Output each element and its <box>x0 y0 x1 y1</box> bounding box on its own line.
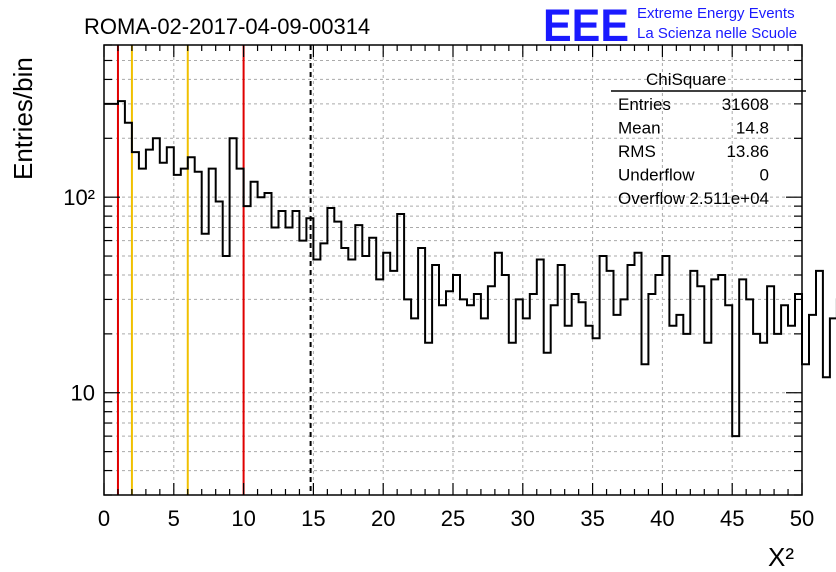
x-axis-title: X² <box>768 542 794 572</box>
run-title: ROMA-02-2017-04-09-00314 <box>84 14 370 39</box>
stats-row-value: 31608 <box>722 95 769 114</box>
stats-row-label: Entries <box>618 95 671 114</box>
plot-frame <box>103 44 803 496</box>
x-tick-label: 15 <box>301 506 325 531</box>
logo-line-1: Extreme Energy Events <box>637 5 795 22</box>
x-tick-label: 0 <box>98 506 110 531</box>
histogram-line <box>104 100 836 438</box>
x-tick-label: 30 <box>511 506 535 531</box>
eee-logo-text: EEE <box>543 0 629 51</box>
eee-logo: EEE Extreme Energy Events La Scienza nel… <box>543 0 797 51</box>
stats-row-label: Underflow <box>618 166 695 185</box>
x-tick-label: 10 <box>231 506 255 531</box>
y-tick-label: 10² <box>63 185 95 210</box>
stats-row-value: 0 <box>760 166 769 185</box>
x-tick-label: 20 <box>371 506 395 531</box>
stats-row-value: 2.511e+04 <box>689 189 769 208</box>
reference-lines <box>116 45 312 495</box>
stats-row-label: RMS <box>618 142 656 161</box>
y-tick-label: 10 <box>71 381 95 406</box>
axis-ticks <box>103 44 803 496</box>
x-tick-label: 25 <box>441 506 465 531</box>
stats-row-label: Mean <box>618 119 661 138</box>
x-tick-labels: 0 5 10 15 20 25 30 35 40 45 50 <box>98 506 814 531</box>
stats-row-value: 14.8 <box>736 119 769 138</box>
logo-line-2: La Scienza nelle Scuole <box>637 25 797 42</box>
x-tick-label: 40 <box>650 506 674 531</box>
x-tick-label: 50 <box>790 506 814 531</box>
y-axis-title: Entries/bin <box>8 57 38 180</box>
x-tick-label: 45 <box>720 506 744 531</box>
x-tick-label: 5 <box>168 506 180 531</box>
x-tick-label: 35 <box>580 506 604 531</box>
y-tick-labels: 10 10² <box>63 185 95 406</box>
stats-rows: Entries 31608 Mean 14.8 RMS 13.86 Underflow 0 Ov… <box>618 95 769 208</box>
stats-row-label: Overflow <box>618 189 686 208</box>
stats-row-value: 13.86 <box>726 142 769 161</box>
stats-box: ChiSquare Entries 31608 Mean 14.8 RMS 13.86 Un… <box>611 70 806 208</box>
stats-title: ChiSquare <box>646 70 726 89</box>
